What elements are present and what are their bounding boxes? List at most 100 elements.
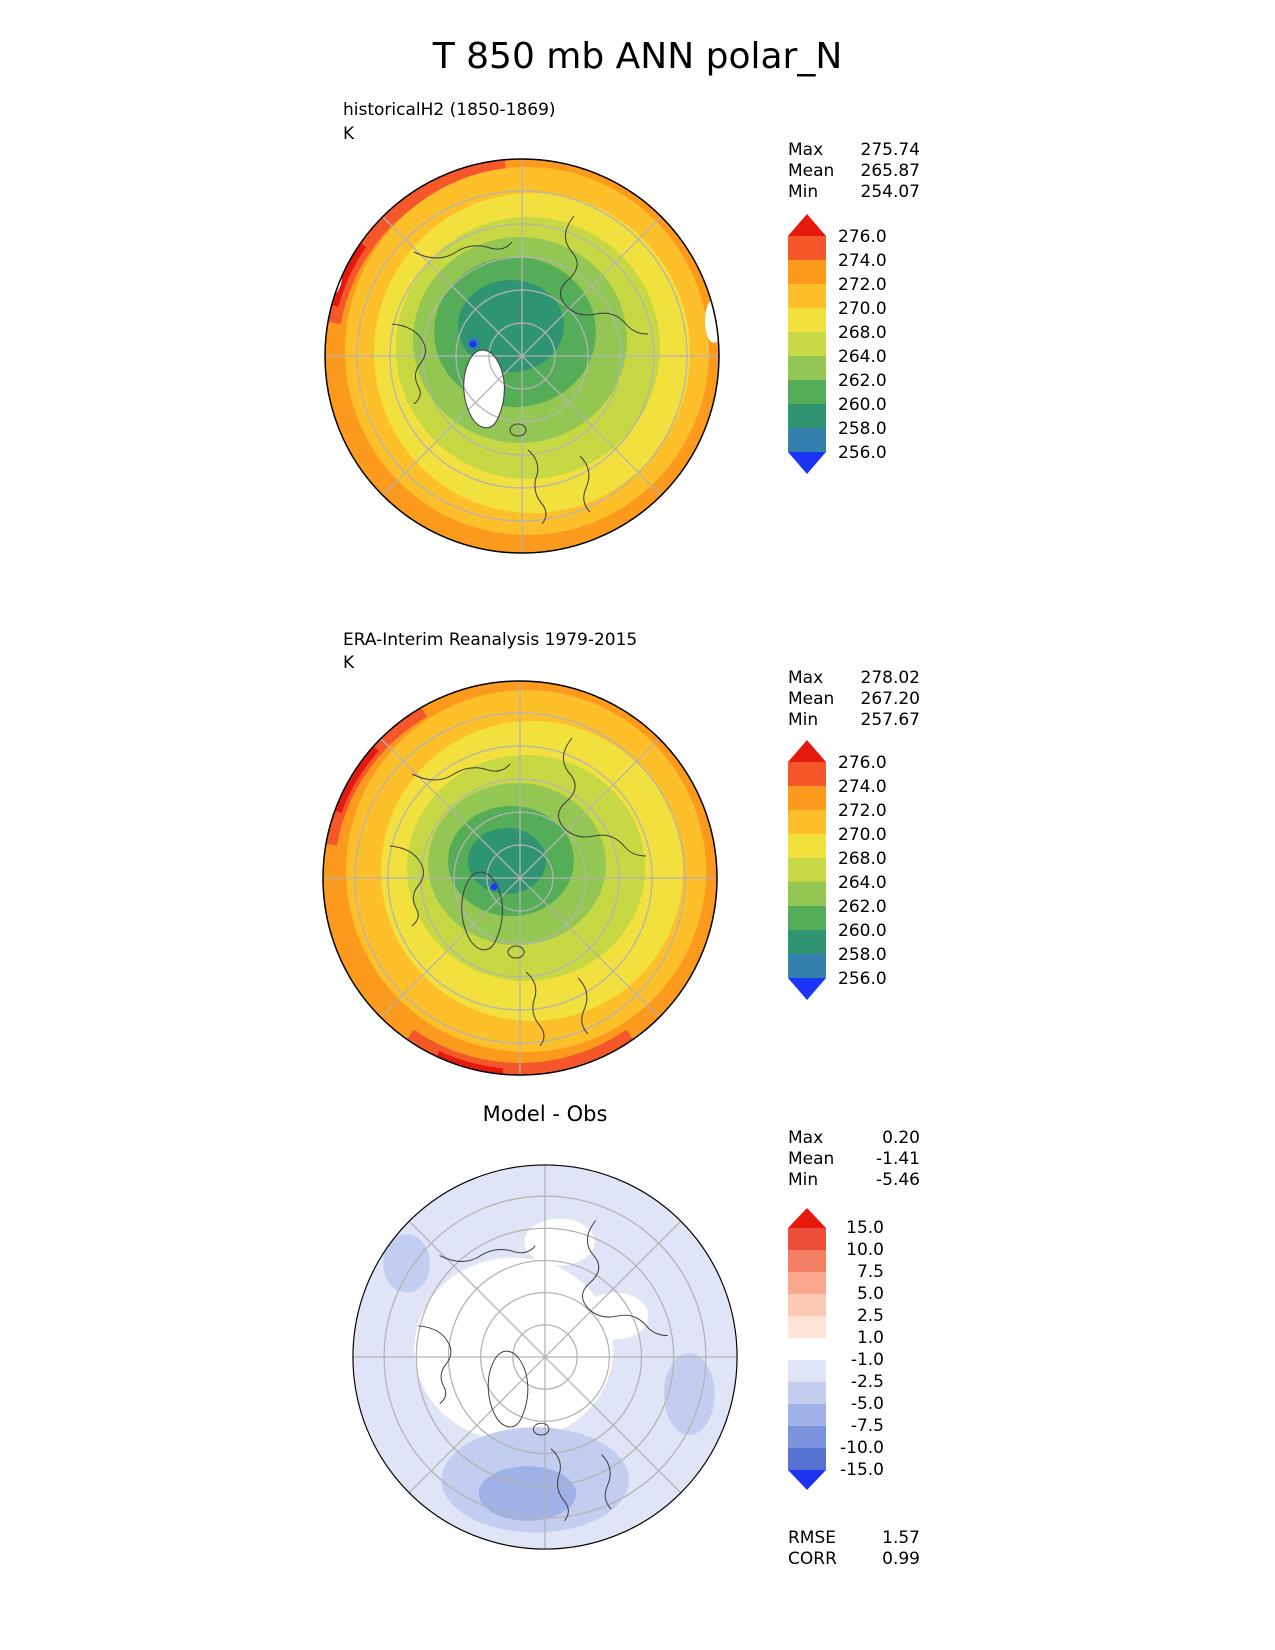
colorbar-segment: [788, 906, 826, 930]
coastlines: [418, 1220, 668, 1522]
colorbar-tick-label: 268.0: [838, 323, 887, 343]
stat-row: Max 0.20: [788, 1128, 920, 1149]
colorbar-segment: [788, 404, 826, 428]
colorbar-diff: 15.0 10.0 7.5 5.0 2.5 1.0 -1.0 -2.5 -5.0…: [788, 1208, 884, 1490]
stat-value: 257.67: [860, 710, 920, 730]
panel1-label: historicalH2 (1850-1869): [343, 100, 556, 120]
stat-value: 275.74: [860, 140, 920, 160]
colorbar-segment: [788, 1250, 826, 1272]
stat-label: Max: [788, 1128, 824, 1148]
colorbar-segment: [788, 1360, 826, 1382]
metric-value: 1.57: [882, 1528, 920, 1548]
graticule: [323, 681, 717, 1075]
stat-label: Max: [788, 140, 824, 160]
coastlines: [389, 737, 647, 1047]
colorbar-tick-label: 276.0: [838, 753, 887, 773]
coastlines: [391, 215, 649, 525]
stat-row: Min 254.07: [788, 182, 920, 203]
colorbar-segment: [788, 236, 826, 260]
metric-value: 0.99: [882, 1549, 920, 1569]
stat-row: Min 257.67: [788, 710, 920, 731]
stat-label: Max: [788, 668, 824, 688]
panel3-title: Model - Obs: [482, 1102, 608, 1126]
colorbar-tick-label: 260.0: [838, 395, 887, 415]
colorbar-segment: [788, 930, 826, 954]
stat-value: 278.02: [860, 668, 920, 688]
colorbar-segment: [788, 1294, 826, 1316]
colorbar-segment: [788, 1272, 826, 1294]
colorbar-tick-label: 10.0: [846, 1240, 884, 1260]
colorbar-tick-label: 276.0: [838, 227, 887, 247]
colorbar-tick-label: -7.5: [851, 1416, 884, 1436]
colorbar-segment: [788, 356, 826, 380]
colorbar-tick-label: 260.0: [838, 921, 887, 941]
colorbar-tick-label: 262.0: [838, 371, 887, 391]
colorbar-model: 276.0 274.0 272.0 270.0 268.0 264.0 262.…: [788, 214, 887, 474]
colorbar-tick-label: -5.0: [851, 1394, 884, 1414]
colorbar-tick-label: 274.0: [838, 251, 887, 271]
stat-value: 254.07: [860, 182, 920, 202]
colorbar-segment: [788, 1448, 826, 1470]
colorbar-tick-label: 256.0: [838, 969, 887, 989]
colorbar-tick-label: 2.5: [857, 1306, 884, 1326]
colorbar-segment: [788, 1382, 826, 1404]
colorbar-tick-label: 1.0: [857, 1328, 884, 1348]
stat-label: Mean: [788, 1149, 835, 1169]
colorbar-segment: [788, 810, 826, 834]
page-title: T 850 mb ANN polar_N: [432, 36, 843, 77]
stat-label: Min: [788, 1170, 819, 1190]
stat-value: -5.46: [876, 1170, 920, 1190]
stat-row: Max 278.02: [788, 668, 920, 689]
metric-row: RMSE 1.57: [788, 1528, 920, 1549]
colorbar-segment: [788, 1404, 826, 1426]
colorbar-tick-label: 272.0: [838, 801, 887, 821]
graticule: [352, 1164, 738, 1550]
colorbar-segment: [788, 834, 826, 858]
map-diff: [352, 1164, 738, 1550]
map-boundary: [324, 158, 720, 554]
metrics-block: RMSE 1.57 CORR 0.99: [788, 1528, 920, 1570]
colorbar-tick-label: 274.0: [838, 777, 887, 797]
colorbar-tick-label: 272.0: [838, 275, 887, 295]
stat-row: Mean 267.20: [788, 689, 920, 710]
colorbar-over-arrow: [788, 1208, 826, 1228]
colorbar-tick-label: 258.0: [838, 945, 887, 965]
colorbar-segment: [788, 332, 826, 356]
map-boundary: [352, 1164, 738, 1550]
stat-row: Mean -1.41: [788, 1149, 920, 1170]
colorbar-tick-label: 270.0: [838, 825, 887, 845]
colorbar-under-arrow: [788, 1470, 826, 1490]
stat-label: Min: [788, 710, 819, 730]
stats-block-obs: Max 278.02 Mean 267.20 Min 257.67: [788, 668, 920, 731]
stat-label: Min: [788, 182, 819, 202]
stat-row: Min -5.46: [788, 1170, 920, 1191]
colorbar-tick-label: 270.0: [838, 299, 887, 319]
colorbar-segment: [788, 260, 826, 284]
colorbar-segment: [788, 428, 826, 452]
colorbar-tick-label: -10.0: [840, 1438, 884, 1458]
colorbar-segment: [788, 1426, 826, 1448]
colorbar-tick-label: 268.0: [838, 849, 887, 869]
colorbar-tick-label: 5.0: [857, 1284, 884, 1304]
stat-row: Mean 265.87: [788, 161, 920, 182]
stat-value: -1.41: [876, 1149, 920, 1169]
colorbar-tick-label: -2.5: [851, 1372, 884, 1392]
metric-label: RMSE: [788, 1528, 837, 1548]
graticule: [325, 159, 719, 553]
colorbar-tick-label: -15.0: [840, 1460, 884, 1480]
metric-label: CORR: [788, 1549, 837, 1569]
stat-value: 267.20: [860, 689, 920, 709]
colorbar-tick-label: 264.0: [838, 873, 887, 893]
colorbar-segment: [788, 284, 826, 308]
colorbar-tick-label: 262.0: [838, 897, 887, 917]
colorbar-segment: [788, 858, 826, 882]
colorbar-obs: 276.0 274.0 272.0 270.0 268.0 264.0 262.…: [788, 740, 887, 1000]
colorbar-under-arrow: [788, 978, 826, 1000]
colorbar-segment: [788, 308, 826, 332]
colorbar-tick-label: 7.5: [857, 1262, 884, 1282]
stat-value: 0.20: [882, 1128, 920, 1148]
colorbar-segment: [788, 762, 826, 786]
colorbar-segment: [788, 882, 826, 906]
panel2-label: ERA-Interim Reanalysis 1979-2015: [343, 630, 638, 650]
colorbar-tick-label: 258.0: [838, 419, 887, 439]
